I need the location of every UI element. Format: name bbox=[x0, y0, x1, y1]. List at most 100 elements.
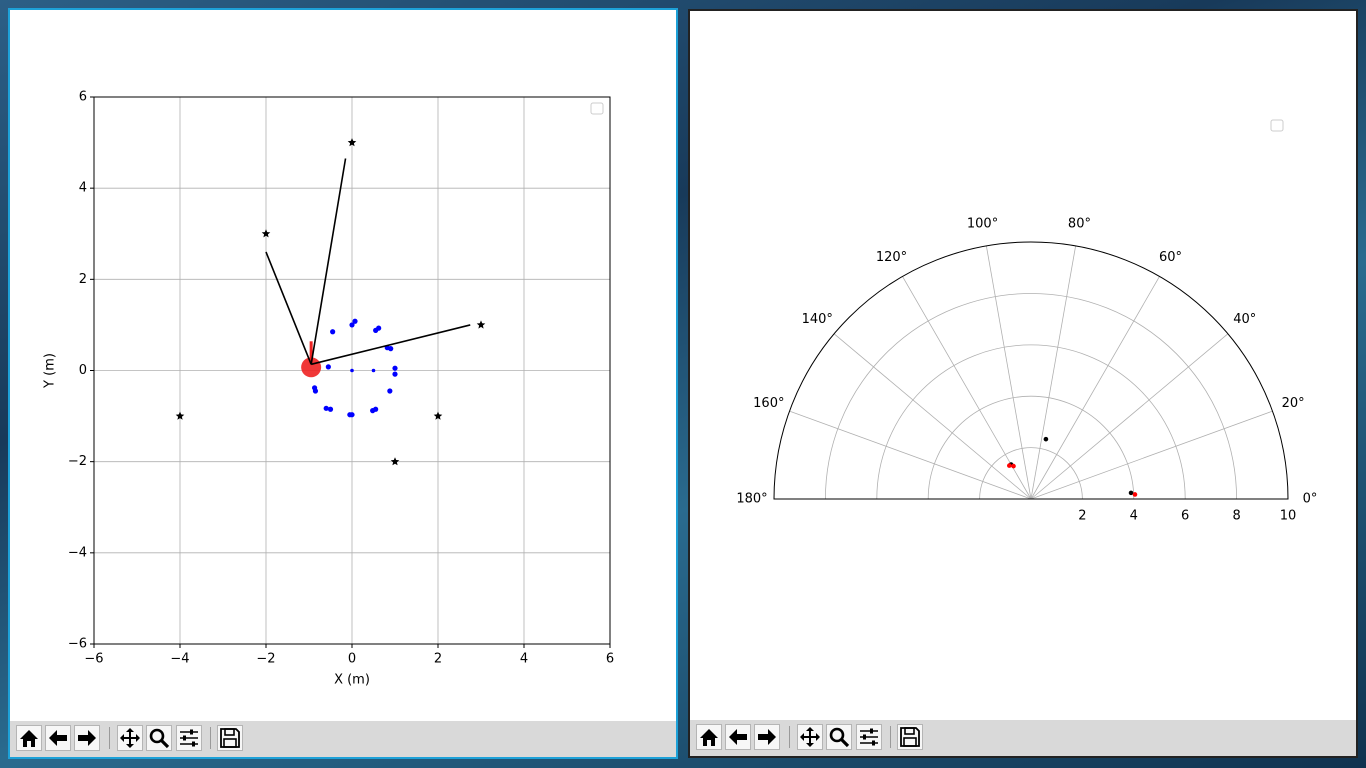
radial-grid-circle bbox=[979, 447, 1083, 500]
angle-label: 180° bbox=[736, 492, 767, 507]
radial-label: 2 bbox=[1078, 509, 1086, 524]
sensor-ray bbox=[310, 158, 347, 365]
radial-label: 10 bbox=[1280, 509, 1297, 524]
angle-label: 100° bbox=[967, 217, 998, 232]
polar-point bbox=[1043, 436, 1049, 442]
sensor-ray bbox=[310, 324, 471, 366]
pan-icon bbox=[800, 727, 820, 747]
path-point bbox=[370, 408, 376, 414]
angular-grid-line bbox=[902, 276, 1032, 500]
radial-grid-circle bbox=[927, 395, 1135, 500]
back-button[interactable] bbox=[725, 724, 751, 750]
polar-spine bbox=[773, 241, 1289, 500]
back-button[interactable] bbox=[45, 725, 71, 751]
cartesian-plot[interactable]: −6 −4 −2 0 2 4 6 −6 −4 −2 0 2 4 6 X (m) Y (m) bbox=[10, 10, 676, 722]
angular-grid-line bbox=[985, 245, 1032, 500]
forward-button[interactable] bbox=[74, 725, 100, 751]
home-icon bbox=[20, 730, 38, 747]
zoom-icon bbox=[829, 727, 850, 748]
zoom-button[interactable] bbox=[146, 725, 172, 751]
angle-label: 120° bbox=[876, 250, 907, 265]
back-icon bbox=[49, 730, 67, 746]
x-tick-label: 2 bbox=[434, 652, 442, 667]
polar-point bbox=[1128, 490, 1134, 496]
angle-label: 0° bbox=[1303, 492, 1318, 507]
path-point bbox=[376, 325, 382, 331]
x-tick-label: 4 bbox=[520, 652, 528, 667]
x-tick-label: −2 bbox=[256, 652, 275, 667]
save-icon bbox=[900, 727, 920, 747]
angular-grid-line bbox=[1030, 276, 1160, 500]
save-button[interactable] bbox=[897, 724, 923, 750]
angle-label: 80° bbox=[1068, 217, 1091, 232]
polar-point bbox=[1011, 463, 1016, 469]
configure-button[interactable] bbox=[856, 724, 882, 750]
x-tick-label: −6 bbox=[84, 652, 103, 667]
home-button[interactable] bbox=[696, 724, 722, 750]
configure-button[interactable] bbox=[176, 725, 202, 751]
path-point bbox=[350, 368, 354, 373]
y-tick-label: −4 bbox=[68, 545, 87, 560]
robot-heading bbox=[309, 341, 313, 364]
x-tick-label: −4 bbox=[170, 652, 189, 667]
angle-label: 160° bbox=[753, 396, 784, 411]
plot-frame bbox=[93, 96, 611, 645]
path-point bbox=[392, 365, 398, 371]
radial-grid-circle bbox=[825, 293, 1237, 500]
y-tick-label: −2 bbox=[68, 454, 87, 469]
radial-label: 8 bbox=[1232, 509, 1240, 524]
path-point bbox=[392, 371, 398, 377]
forward-icon bbox=[758, 729, 776, 745]
landmark-star bbox=[175, 411, 185, 420]
angle-label: 20° bbox=[1282, 396, 1305, 411]
landmark-star bbox=[433, 411, 443, 420]
angular-grid-line bbox=[1030, 410, 1273, 500]
toolbar-separator bbox=[210, 727, 211, 749]
path-point bbox=[347, 412, 353, 418]
figure-window-left: −6 −4 −2 0 2 4 6 −6 −4 −2 0 2 4 6 X (m) Y (m) bbox=[8, 8, 678, 759]
angular-grid-line bbox=[789, 410, 1032, 500]
angular-grid-line bbox=[1030, 333, 1229, 500]
path-point bbox=[352, 318, 358, 324]
path-point bbox=[323, 405, 329, 411]
configure-icon bbox=[180, 729, 198, 747]
y-tick-label: 4 bbox=[79, 181, 87, 196]
forward-button[interactable] bbox=[754, 724, 780, 750]
navigation-toolbar bbox=[690, 720, 1356, 756]
configure-icon bbox=[860, 728, 878, 746]
path-point bbox=[325, 364, 331, 370]
angular-grid-line bbox=[833, 333, 1032, 500]
path-point bbox=[349, 322, 355, 328]
path-point bbox=[371, 368, 376, 373]
angular-grid-line bbox=[1030, 245, 1077, 500]
x-tick-label: 0 bbox=[348, 652, 356, 667]
x-axis-label: X (m) bbox=[334, 673, 370, 688]
landmark-star bbox=[261, 229, 271, 238]
toolbar-separator bbox=[789, 726, 790, 748]
zoom-button[interactable] bbox=[826, 724, 852, 750]
y-tick-label: 6 bbox=[79, 90, 87, 105]
landmark-star bbox=[390, 457, 400, 466]
polar-plot[interactable]: 0° 20° 40° 60° 80° 100° 120° 140° 160° 180° 2 4 6 8 10 bbox=[690, 11, 1356, 723]
path-point bbox=[311, 385, 318, 391]
back-icon bbox=[729, 729, 747, 745]
toolbar-separator bbox=[890, 726, 891, 748]
pan-button[interactable] bbox=[797, 724, 823, 750]
y-tick-label: −6 bbox=[68, 637, 87, 652]
pan-button[interactable] bbox=[117, 725, 143, 751]
home-button[interactable] bbox=[16, 725, 42, 751]
radial-label: 4 bbox=[1130, 509, 1138, 524]
x-tick-label: 6 bbox=[606, 652, 614, 667]
zoom-icon bbox=[149, 728, 170, 749]
sensor-ray bbox=[265, 251, 312, 365]
angle-label: 40° bbox=[1233, 312, 1256, 327]
save-button[interactable] bbox=[217, 725, 243, 751]
path-point bbox=[330, 329, 336, 335]
legend-box bbox=[1270, 119, 1284, 132]
y-tick-label: 2 bbox=[79, 272, 87, 287]
polar-point bbox=[1007, 463, 1012, 468]
polar-point bbox=[1132, 492, 1138, 497]
pan-icon bbox=[120, 728, 140, 748]
path-point bbox=[388, 346, 394, 352]
y-tick-label: 0 bbox=[79, 363, 87, 378]
